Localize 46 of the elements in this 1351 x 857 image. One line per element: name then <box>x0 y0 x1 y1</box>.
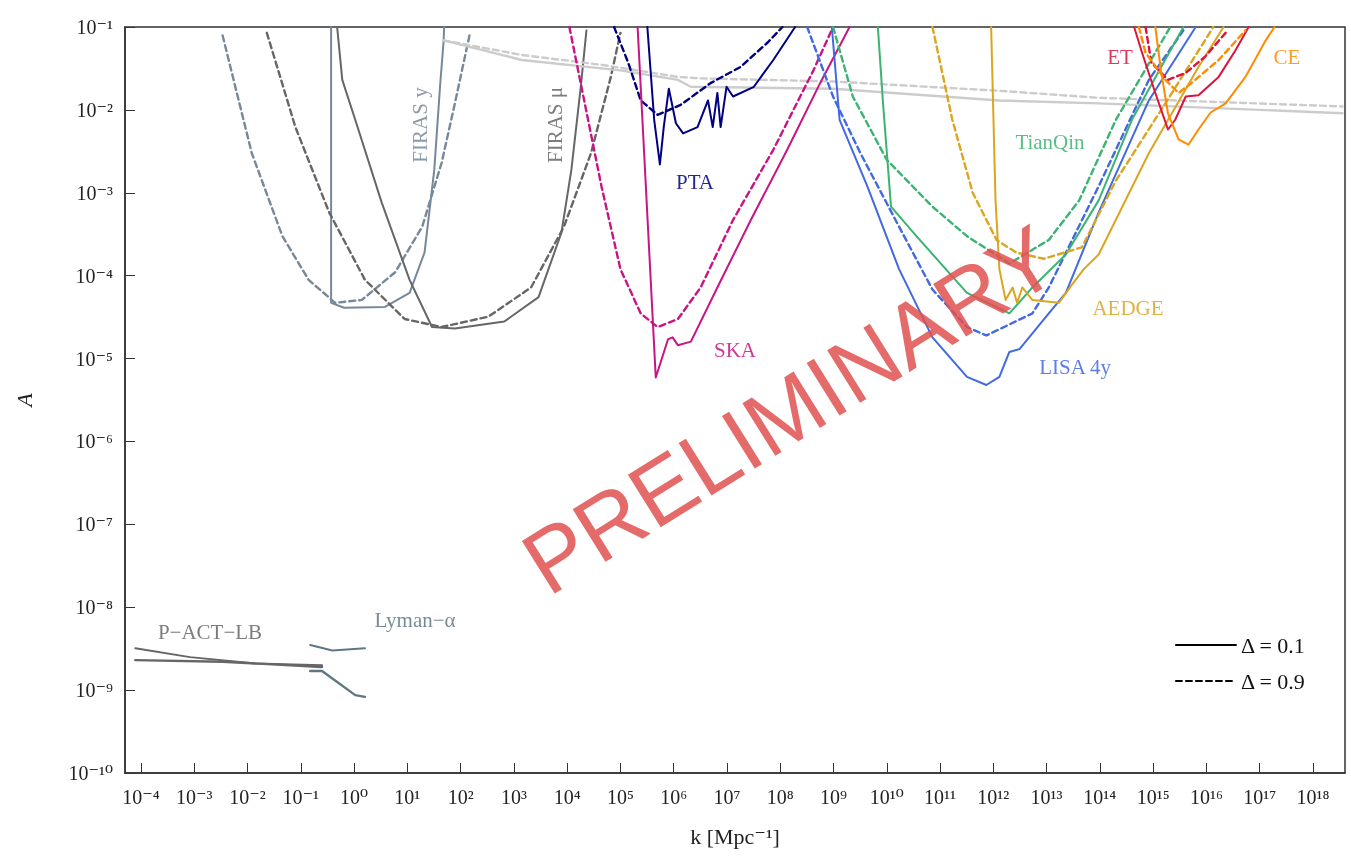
x-tick-label: 10⁹ <box>820 786 848 808</box>
x-tick-label: 10⁻¹ <box>282 786 320 808</box>
x-tick-label: 10¹⁰ <box>869 786 904 808</box>
x-tick-label: 10¹ <box>394 786 421 808</box>
series-label: PTA <box>676 170 715 194</box>
x-tick-label: 10⁵ <box>606 786 634 808</box>
x-tick-label: 10⁶ <box>660 786 688 808</box>
x-tick-label: 10¹⁴ <box>1083 786 1117 808</box>
y-tick-label: 10⁻¹⁰ <box>68 762 113 784</box>
x-tick-label: 10¹¹ <box>924 786 957 808</box>
x-tick-label: 10⁻⁴ <box>122 786 160 808</box>
text: FIRAS y <box>408 86 432 163</box>
x-tick-label: 10⁷ <box>713 786 741 808</box>
series-label: P−ACT−LB <box>157 620 263 644</box>
x-tick-label: 10¹³ <box>1030 786 1063 808</box>
y-tick-label: 10⁻⁴ <box>75 264 114 287</box>
y-tick-label: 10⁻² <box>76 98 113 121</box>
legend-label: Δ = 0.1 <box>1240 632 1305 658</box>
text: FIRAS μ <box>543 86 567 164</box>
x-tick-label: 10¹⁷ <box>1243 786 1277 808</box>
y-tick-label: 10⁻⁹ <box>75 679 114 702</box>
series-label: TianQin <box>1015 130 1086 154</box>
legend-label: Δ = 0.9 <box>1240 668 1305 694</box>
x-tick-label: 10⁸ <box>766 786 794 808</box>
series-label: Lyman−α <box>374 608 456 632</box>
x-tick-label: 10¹⁸ <box>1296 786 1330 808</box>
x-tick-label: 10⁻² <box>229 786 266 808</box>
y-tick-label: 10⁻⁵ <box>75 347 113 370</box>
y-tick-label: 10⁻⁸ <box>75 596 114 619</box>
x-tick-label: 10⁴ <box>553 786 581 808</box>
series-label: AEDGE <box>1092 296 1164 320</box>
x-tick-label: 10⁰ <box>340 786 369 808</box>
x-tick-label: 10¹⁶ <box>1189 786 1223 808</box>
y-tick-label: 10⁻¹ <box>76 16 113 38</box>
x-tick-label: 10¹² <box>977 786 1010 808</box>
x-tick-label: 10¹⁵ <box>1136 786 1170 808</box>
y-tick-label: 10⁻³ <box>76 181 113 204</box>
y-tick-label: 10⁻⁷ <box>75 513 114 536</box>
y-tick-label: 10⁻⁶ <box>75 430 114 453</box>
x-tick-label: 10³ <box>500 786 527 808</box>
x-axis-title: k [Mpc⁻¹] <box>690 823 780 849</box>
series-label: CE <box>1273 45 1301 69</box>
x-tick-label: 10² <box>447 786 474 808</box>
series-label: ET <box>1107 45 1133 69</box>
y-axis-title: A <box>11 392 37 409</box>
x-tick-label: 10⁻³ <box>176 786 213 808</box>
